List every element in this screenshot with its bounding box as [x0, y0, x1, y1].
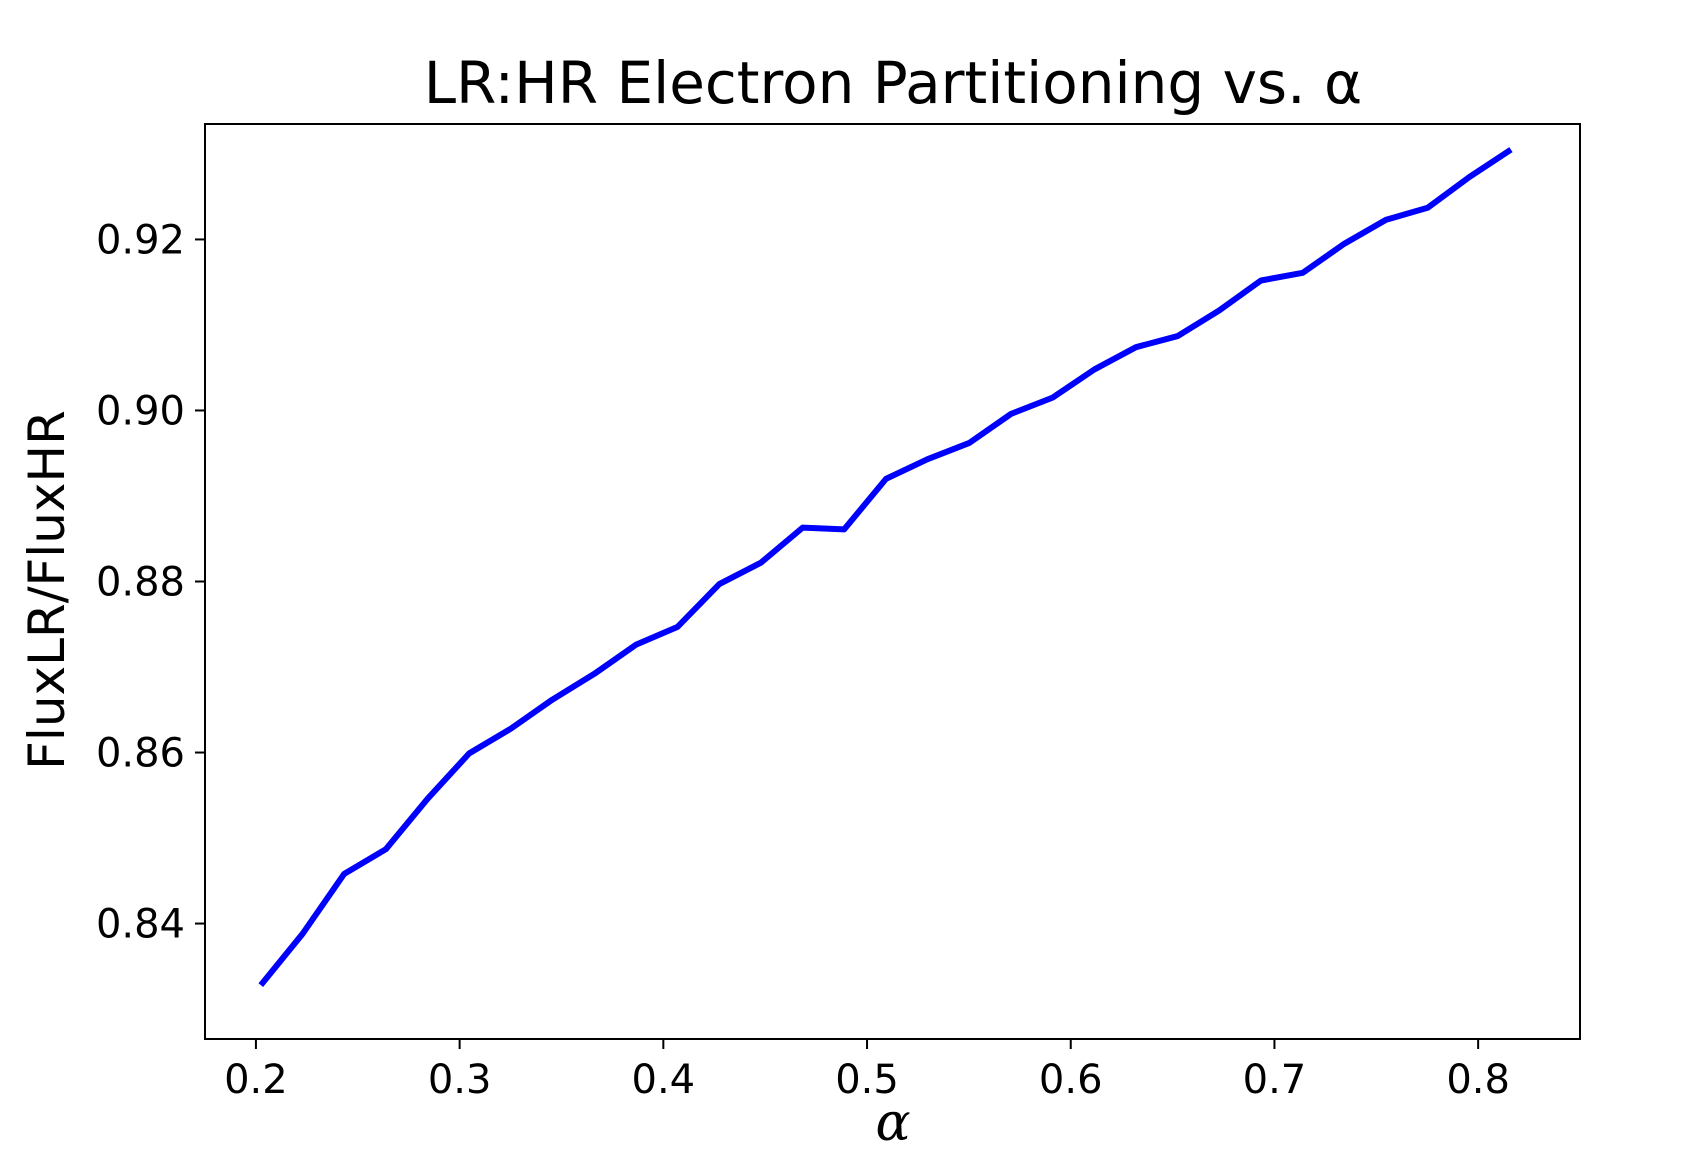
series-line	[258, 147, 1513, 988]
x-tick-label: 0.4	[632, 1057, 696, 1103]
y-axis-label: FluxLR/FluxHR	[18, 410, 76, 770]
x-tick-label: 0.8	[1446, 1057, 1510, 1103]
chart-title: LR:HR Electron Partitioning vs. α	[424, 49, 1363, 117]
y-tick-label: 0.84	[96, 902, 185, 948]
y-tick-label: 0.92	[96, 217, 185, 263]
plot-frame	[204, 123, 1581, 1040]
y-tick-label: 0.88	[96, 560, 185, 606]
x-tick-label: 0.2	[224, 1057, 288, 1103]
x-tick-label: 0.3	[428, 1057, 492, 1103]
x-tick-label: 0.7	[1243, 1057, 1307, 1103]
series-layer	[258, 147, 1513, 988]
x-tick-label: 0.5	[835, 1057, 899, 1103]
x-axis-label: α	[875, 1093, 910, 1153]
y-tick-label: 0.86	[96, 731, 185, 777]
axes: 0.2 0.3 0.4 0.5 0.6 0.7 0.8 0.84 0.86 0.88 0.90 0.9…	[96, 217, 1510, 1103]
y-tick-label: 0.90	[96, 388, 185, 434]
x-tick-label: 0.6	[1039, 1057, 1103, 1103]
